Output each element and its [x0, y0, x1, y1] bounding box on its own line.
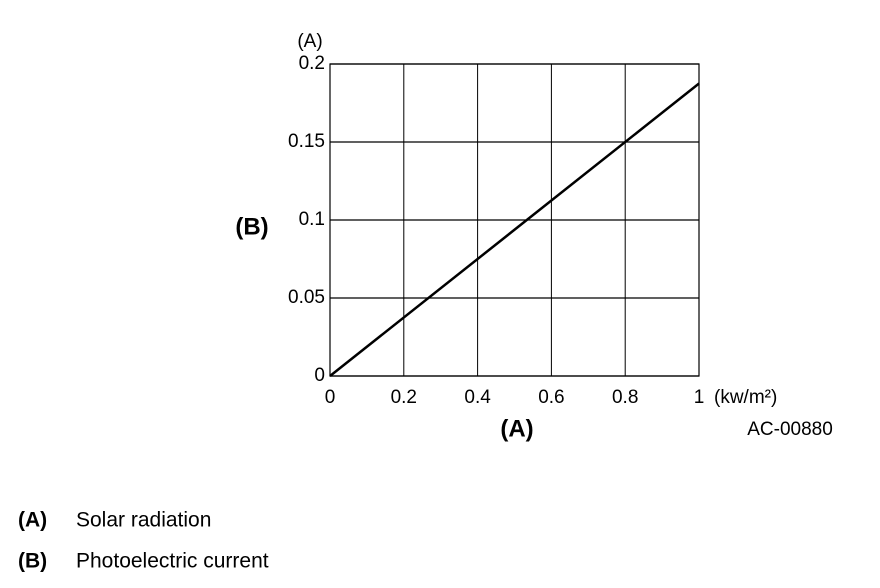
y-tick-label: 0 [314, 365, 325, 386]
legend-key: (B) [18, 550, 47, 573]
x-tick-label: 0.8 [612, 387, 638, 408]
x-tick-label: 1 [694, 387, 705, 408]
y-axis-label: (B) [235, 213, 268, 240]
x-tick-label: 0 [325, 387, 336, 408]
x-tick-label: 0.2 [391, 387, 417, 408]
y-tick-label: 0.05 [288, 287, 325, 308]
legend-text: Solar radiation [76, 509, 211, 532]
legend-key: (A) [18, 509, 47, 532]
data-line [329, 82, 700, 377]
y-unit: (A) [297, 31, 322, 52]
x-tick-label: 0.6 [538, 387, 564, 408]
legend-text: Photoelectric current [76, 550, 269, 573]
y-tick-label: 0.1 [299, 209, 325, 230]
x-unit: (kw/m²) [714, 387, 777, 408]
y-tick-label: 0.2 [299, 53, 325, 74]
x-tick-label: 0.4 [464, 387, 491, 408]
annotation: AC-00880 [747, 419, 833, 440]
x-axis-label: (A) [500, 415, 533, 442]
y-tick-label: 0.15 [288, 131, 325, 152]
